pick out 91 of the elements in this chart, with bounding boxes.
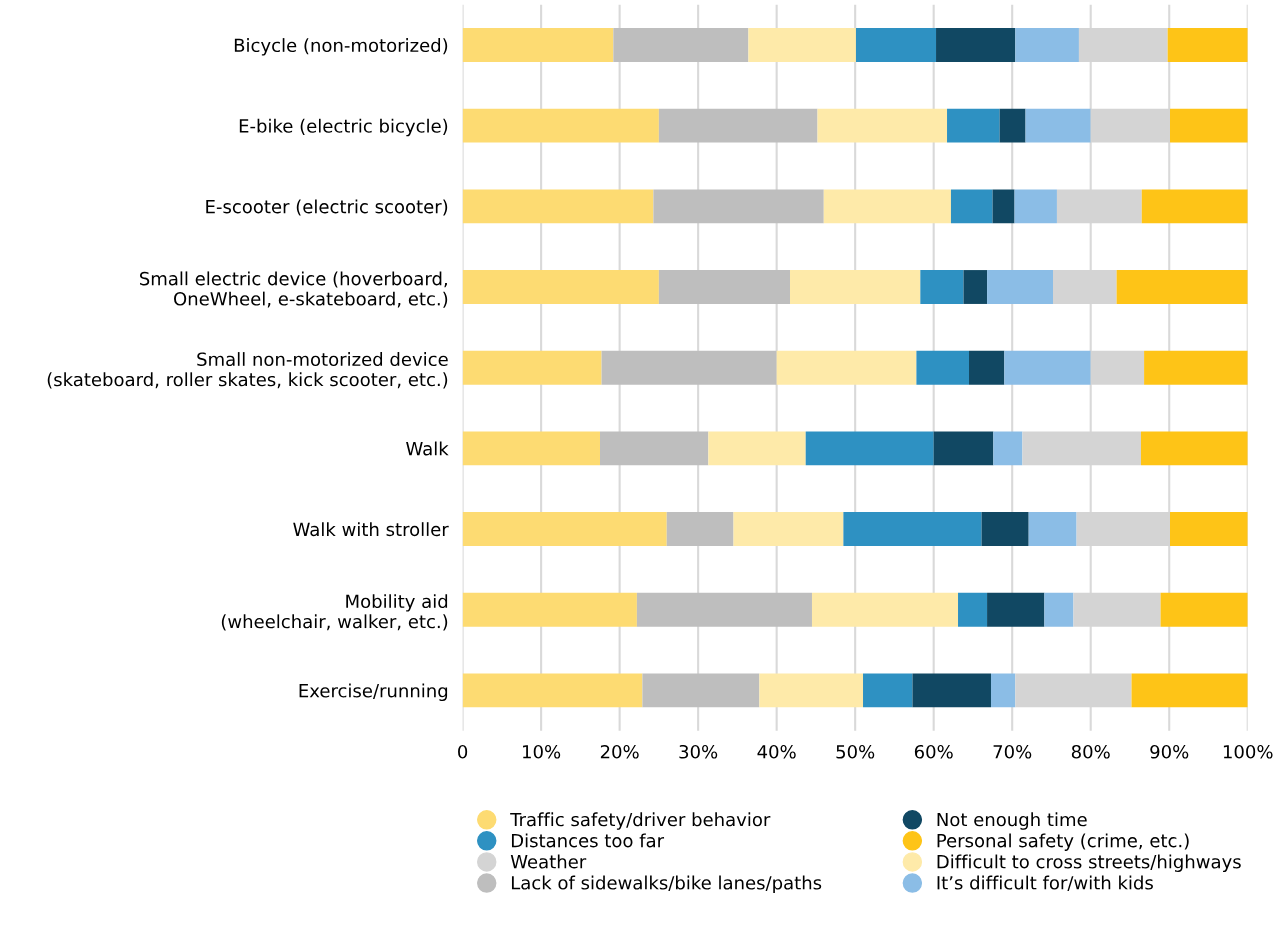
bar [1131, 673, 1248, 708]
y-tick-label: Exercise/running [299, 683, 448, 702]
bar [823, 189, 951, 224]
x-tick-label: 50% [836, 744, 875, 759]
legend-label: Personal safety (crime, etc.) [937, 833, 1189, 851]
bar [863, 673, 913, 708]
bar [981, 512, 1029, 546]
bar [1044, 592, 1074, 627]
x-tick-label: 0 [458, 744, 468, 759]
bar [1028, 512, 1077, 546]
bar [958, 592, 988, 627]
x-tick-label: 40% [757, 744, 796, 759]
bar [912, 673, 991, 708]
bar [600, 431, 709, 466]
bar [1170, 512, 1248, 546]
bar [613, 28, 749, 62]
legend-label: Not enough time [937, 812, 1087, 830]
bar [653, 189, 824, 224]
x-tick-label: 10% [523, 744, 561, 759]
bar [920, 270, 964, 304]
bar [991, 673, 1016, 708]
bar [636, 592, 812, 627]
bar [708, 431, 806, 466]
bar [916, 350, 970, 385]
bar [1015, 28, 1079, 62]
legend-label: Distances too far [511, 833, 665, 848]
legend-label: It’s difficult for/with kids [937, 875, 1153, 891]
bar [987, 270, 1054, 304]
bar [1167, 28, 1248, 62]
y-tick-label: E-bike (electric bicycle) [239, 118, 448, 137]
bar [987, 592, 1045, 627]
bar [950, 189, 993, 224]
y-tick-label: Mobility aid (wheelchair, walker, etc.) [221, 594, 448, 631]
bar [805, 431, 934, 466]
x-tick-label: 20% [600, 744, 639, 759]
legend-label: Lack of sidewalks/bike lanes/paths [511, 875, 822, 894]
bar [1025, 108, 1091, 143]
bar [843, 512, 982, 546]
bar [666, 512, 734, 546]
y-tick-label: Bicycle (non-motorized) [234, 38, 448, 56]
bar [1140, 431, 1248, 466]
bar [790, 270, 921, 304]
bar [963, 270, 988, 304]
bar [462, 270, 659, 304]
bar [642, 673, 760, 708]
bar [999, 108, 1026, 143]
bar [817, 108, 948, 143]
bar [462, 108, 659, 143]
bar [1116, 270, 1248, 304]
bar [811, 592, 959, 627]
x-tick-label: 90% [1150, 744, 1189, 759]
x-tick-label: 80% [1071, 744, 1110, 759]
bar [855, 28, 937, 62]
bar [658, 270, 790, 304]
bar [936, 28, 1016, 62]
legend-label: Traffic safety/driver behavior [510, 812, 771, 830]
bar [462, 512, 667, 546]
legend-label: Difficult to cross streets/highways [937, 854, 1241, 872]
bar [462, 592, 637, 627]
x-tick-label: 60% [914, 744, 953, 759]
bar [658, 108, 818, 143]
y-tick-label: Small electric device (hoverboard, OneWheel, e-skateboard, etc.) [139, 271, 448, 308]
y-tick-label: E-scooter (electric scooter) [206, 199, 448, 216]
bar [1141, 189, 1248, 224]
bar [748, 28, 856, 62]
bar [992, 189, 1015, 224]
bar [776, 350, 917, 385]
bar [462, 350, 602, 385]
x-tick-label: 70% [993, 744, 1032, 759]
bar [933, 431, 994, 466]
x-tick-label: 30% [679, 744, 718, 759]
bar [1160, 592, 1248, 627]
bar [947, 108, 1000, 143]
bar [969, 350, 1005, 385]
bar [462, 28, 614, 62]
x-tick-label: 100% [1223, 744, 1273, 759]
legend-label: Weather [510, 854, 587, 869]
bar [1170, 108, 1248, 143]
bar [601, 350, 777, 385]
y-tick-label: Small non-motorized device (skateboard, roller skates, kick scooter, etc.) [47, 352, 448, 389]
bar [733, 512, 844, 546]
bar [1014, 189, 1057, 224]
bar [462, 431, 600, 466]
bar [759, 673, 864, 708]
bar [993, 431, 1023, 466]
bar [1004, 350, 1091, 385]
bar [462, 189, 654, 224]
y-tick-label: Walk with stroller [293, 522, 449, 537]
y-tick-label: Walk [406, 441, 449, 456]
bar [1144, 350, 1248, 385]
bar [462, 673, 643, 708]
